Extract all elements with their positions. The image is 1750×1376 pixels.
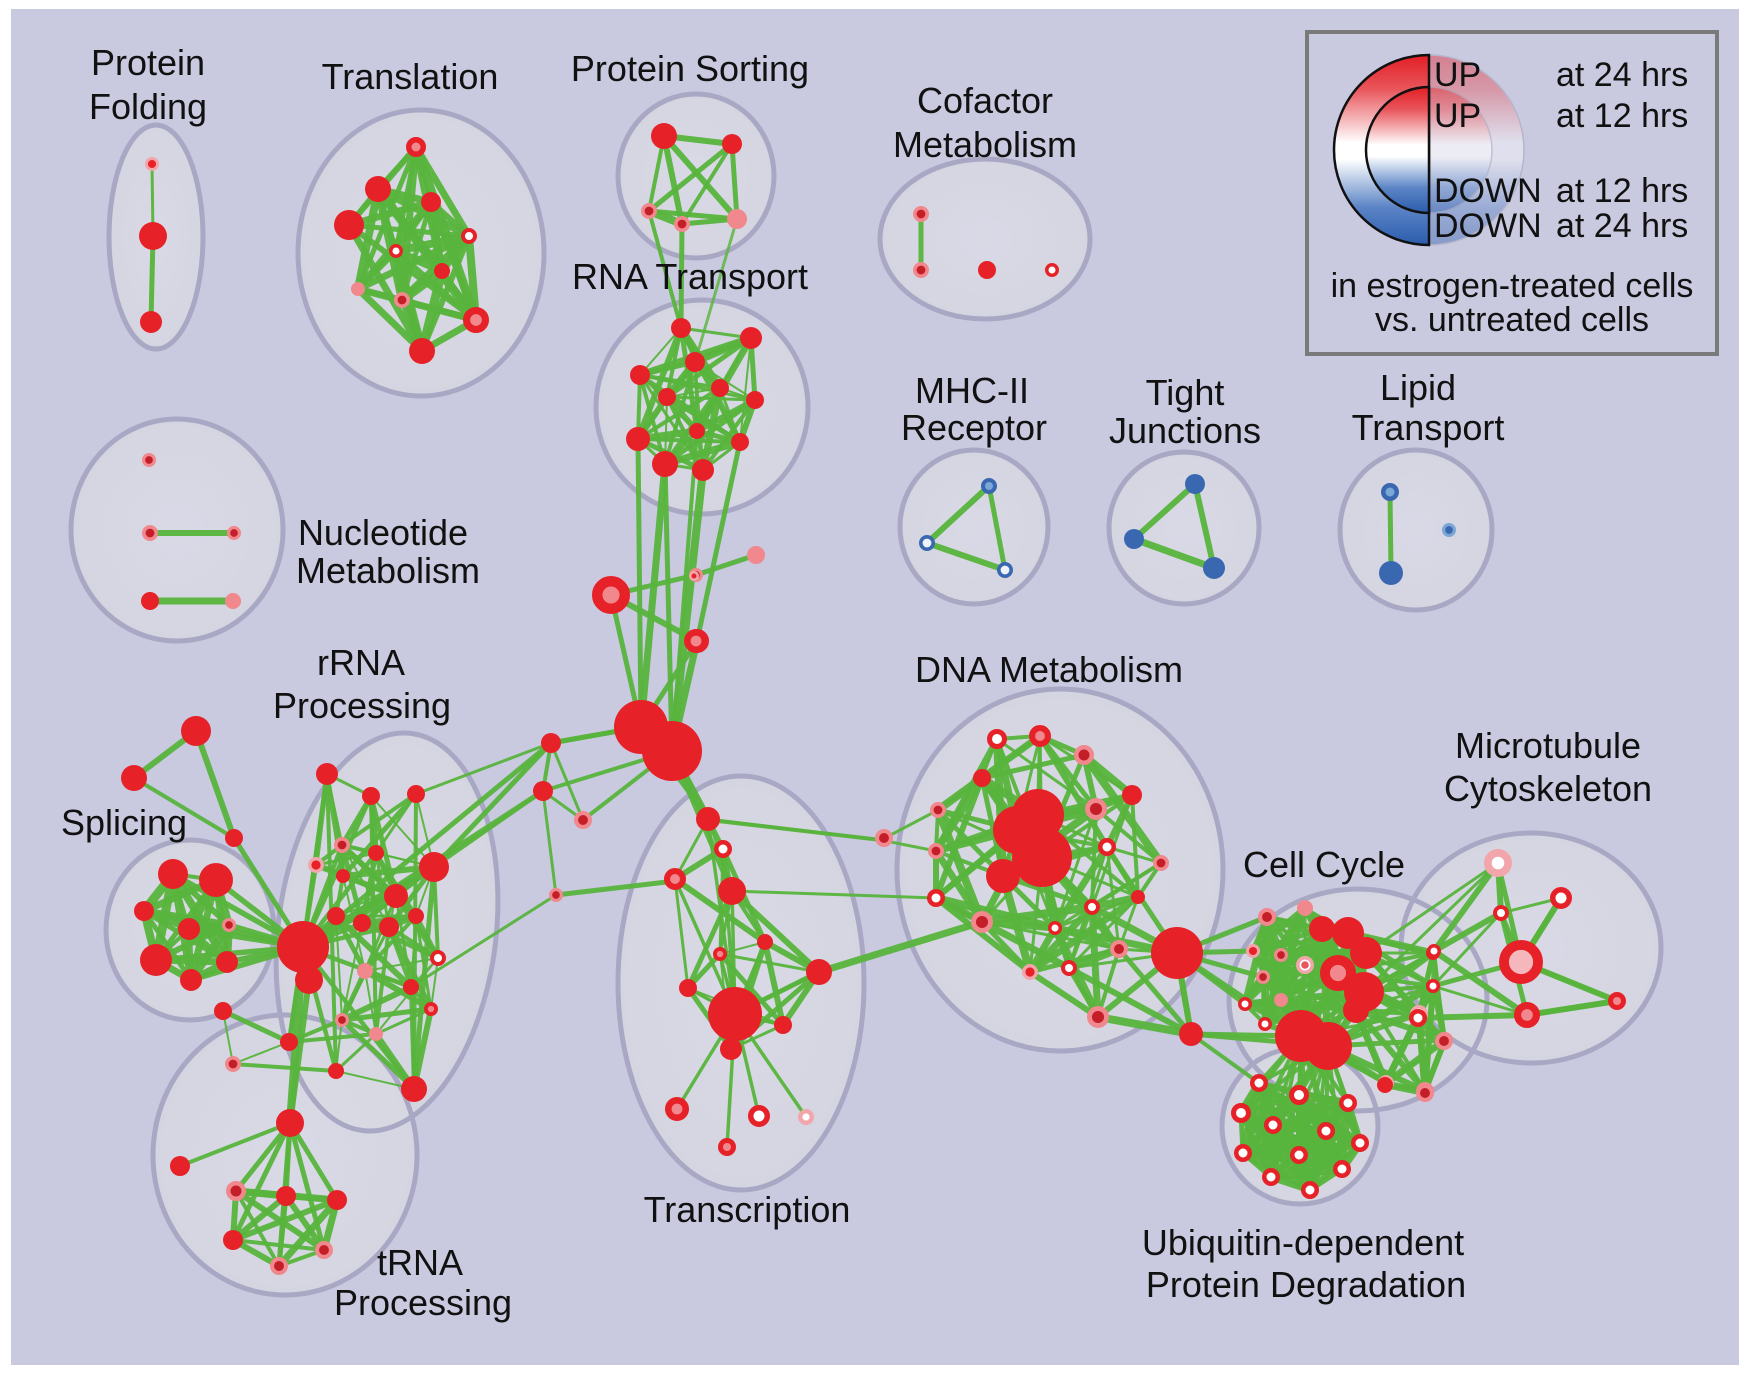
svg-text:at 24 hrs: at 24 hrs: [1556, 207, 1688, 245]
svg-text:Ubiquitin-dependent: Ubiquitin-dependent: [1142, 1222, 1464, 1263]
svg-text:Protein Degradation: Protein Degradation: [1146, 1264, 1466, 1305]
svg-text:Junctions: Junctions: [1109, 410, 1261, 451]
svg-text:DNA Metabolism: DNA Metabolism: [915, 649, 1183, 690]
svg-text:Lipid: Lipid: [1380, 367, 1456, 408]
svg-text:Transcription: Transcription: [644, 1189, 851, 1230]
svg-text:UP: UP: [1434, 56, 1481, 94]
svg-text:Microtubule: Microtubule: [1455, 725, 1641, 766]
svg-text:vs. untreated cells: vs. untreated cells: [1375, 301, 1649, 339]
svg-text:Translation: Translation: [322, 56, 499, 97]
svg-text:rRNA: rRNA: [317, 642, 405, 683]
svg-text:Metabolism: Metabolism: [296, 550, 480, 591]
svg-text:Protein: Protein: [91, 42, 205, 83]
svg-text:RNA Transport: RNA Transport: [572, 256, 808, 297]
svg-text:Metabolism: Metabolism: [893, 124, 1077, 165]
svg-text:Tight: Tight: [1146, 372, 1225, 413]
svg-text:tRNA: tRNA: [377, 1242, 463, 1283]
svg-text:Splicing: Splicing: [61, 802, 187, 843]
svg-text:Protein Sorting: Protein Sorting: [571, 48, 809, 89]
svg-text:in estrogen-treated cells: in estrogen-treated cells: [1331, 267, 1694, 305]
svg-text:Processing: Processing: [334, 1282, 512, 1323]
svg-text:Receptor: Receptor: [901, 407, 1047, 448]
svg-text:MHC-II: MHC-II: [915, 370, 1029, 411]
svg-text:Transport: Transport: [1352, 407, 1505, 448]
svg-text:at 12 hrs: at 12 hrs: [1556, 97, 1688, 135]
svg-text:Processing: Processing: [273, 685, 451, 726]
svg-text:Nucleotide: Nucleotide: [298, 512, 468, 553]
svg-text:Cofactor: Cofactor: [917, 80, 1053, 121]
svg-text:at 24 hrs: at 24 hrs: [1556, 56, 1688, 94]
svg-text:UP: UP: [1434, 97, 1481, 135]
svg-text:Folding: Folding: [89, 86, 207, 127]
svg-text:at 12 hrs: at 12 hrs: [1556, 172, 1688, 210]
svg-text:DOWN: DOWN: [1434, 172, 1542, 210]
svg-text:Cytoskeleton: Cytoskeleton: [1444, 768, 1652, 809]
svg-text:DOWN: DOWN: [1434, 207, 1542, 245]
svg-text:Cell Cycle: Cell Cycle: [1243, 844, 1405, 885]
